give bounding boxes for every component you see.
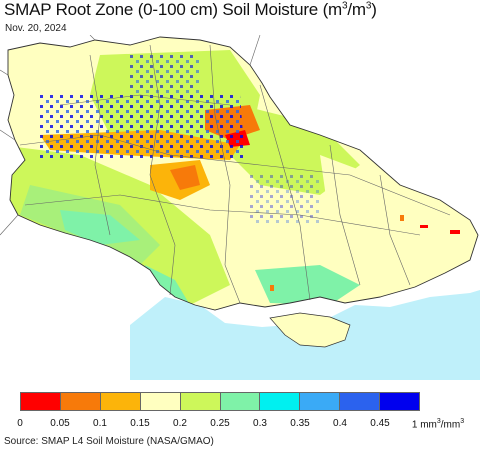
legend-tick: 0.3 xyxy=(253,418,267,429)
legend-tick: 0.1 xyxy=(93,418,107,429)
legend-swatch xyxy=(220,393,261,410)
oblast-boundaries xyxy=(19,44,451,304)
legend-tick-unit: 1 mm3/mm3 xyxy=(411,418,465,431)
legend-swatch xyxy=(140,393,181,410)
legend-swatch xyxy=(300,393,341,410)
legend-swatch xyxy=(100,393,141,410)
legend-tick: 0.15 xyxy=(130,418,150,429)
crimea xyxy=(269,312,351,348)
legend-tick: 0.2 xyxy=(173,418,187,429)
legend-tick: 0.35 xyxy=(290,418,310,429)
legend-ticks: 0 0.05 0.1 0.15 0.2 0.25 0.3 0.35 0.4 0.… xyxy=(0,418,480,432)
legend-swatch xyxy=(21,393,61,410)
legend-tick: 0.05 xyxy=(50,418,70,429)
legend-swatch xyxy=(180,393,221,410)
color-legend xyxy=(20,392,420,411)
legend-swatch xyxy=(60,393,101,410)
legend-swatch xyxy=(340,393,381,410)
map-title: SMAP Root Zone (0-100 cm) Soil Moisture … xyxy=(4,0,377,19)
source-credit: Source: SMAP L4 Soil Moisture (NASA/GMAO… xyxy=(4,436,214,447)
legend-tick: 0.45 xyxy=(370,418,390,429)
legend-tick: 0.25 xyxy=(210,418,230,429)
legend-swatch xyxy=(260,393,301,410)
neighbour-borders xyxy=(0,35,261,236)
legend-swatch xyxy=(380,393,420,410)
legend-tick: 0 xyxy=(17,418,23,429)
map-date: Nov. 20, 2024 xyxy=(5,23,67,34)
ukraine-border xyxy=(7,36,479,311)
legend-tick: 0.4 xyxy=(333,418,347,429)
soil-moisture-map xyxy=(0,35,480,380)
